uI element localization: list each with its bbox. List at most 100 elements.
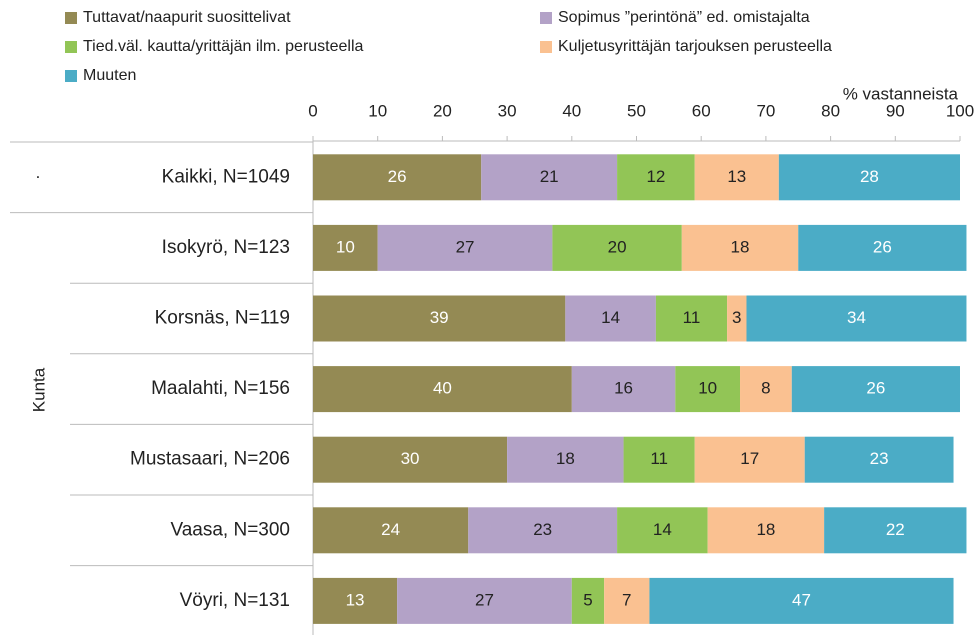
value-label: 17 — [740, 449, 759, 468]
category-label: Vöyri, N=131 — [180, 590, 290, 611]
bar-segment — [313, 154, 482, 201]
bar-segment — [565, 295, 656, 342]
value-label: 16 — [614, 379, 633, 398]
value-label: 18 — [756, 520, 775, 539]
value-label: 18 — [556, 449, 575, 468]
bar-segment — [694, 436, 805, 483]
bar-segment — [313, 366, 572, 413]
value-label: 14 — [653, 520, 672, 539]
bar-segment — [798, 224, 967, 271]
x-tick-label: 100 — [946, 101, 974, 120]
x-tick-label: 80 — [821, 101, 840, 120]
x-tick-label: 60 — [692, 101, 711, 120]
value-label: 5 — [583, 590, 592, 609]
bar-segment — [313, 577, 398, 624]
category-label: Kaikki, N=1049 — [162, 166, 290, 187]
value-label: 3 — [732, 308, 741, 327]
legend-label: Sopimus ”perintönä” ed. omistajalta — [558, 9, 810, 26]
category-label: Maalahti, N=156 — [151, 378, 290, 399]
bar-segment — [778, 154, 960, 201]
bar-segment — [571, 366, 676, 413]
bar-segment — [824, 507, 967, 554]
row-mark: · — [35, 166, 41, 185]
x-tick-label: 40 — [562, 101, 581, 120]
bar-segment — [617, 154, 695, 201]
bar-segment — [397, 577, 572, 624]
value-label: 27 — [475, 590, 494, 609]
category-label: Mustasaari, N=206 — [130, 449, 290, 470]
value-label: 39 — [430, 308, 449, 327]
value-label: 14 — [601, 308, 620, 327]
bar-segment — [617, 507, 708, 554]
x-tick-label: 90 — [886, 101, 905, 120]
bar-segment — [804, 436, 954, 483]
bar-segment — [377, 224, 553, 271]
bar-segment — [313, 295, 566, 342]
value-label: 47 — [792, 590, 811, 609]
bar-segment — [604, 577, 650, 624]
bar-segment — [313, 436, 508, 483]
bar-segment — [313, 224, 378, 271]
bar-segment — [727, 295, 747, 342]
value-label: 12 — [646, 167, 665, 186]
category-label: Vaasa, N=300 — [170, 519, 290, 540]
legend-swatch — [540, 12, 552, 24]
value-label: 26 — [866, 379, 885, 398]
x-tick-label: 30 — [498, 101, 517, 120]
value-label: 26 — [388, 167, 407, 186]
x-tick-label: 10 — [368, 101, 387, 120]
legend-label: Tuttavat/naapurit suosittelivat — [83, 9, 291, 26]
value-label: 24 — [381, 520, 400, 539]
bar-segment — [468, 507, 618, 554]
value-label: 11 — [683, 308, 701, 327]
value-label: 40 — [433, 379, 452, 398]
x-tick-label: 20 — [433, 101, 452, 120]
legend-label: Tied.väl. kautta/yrittäjän ilm. perustee… — [83, 38, 364, 55]
bar-segment — [649, 577, 954, 624]
category-label: Korsnäs, N=119 — [155, 308, 290, 329]
legend-label: Kuljetusyrittäjän tarjouksen perusteella — [558, 38, 832, 55]
bar-segment — [481, 154, 618, 201]
bar-segment — [623, 436, 695, 483]
value-label: 13 — [727, 167, 746, 186]
value-label: 11 — [650, 449, 668, 468]
value-label: 21 — [540, 167, 559, 186]
x-tick-label: 70 — [756, 101, 775, 120]
bar-segment — [694, 154, 779, 201]
x-tick-label: 0 — [308, 101, 317, 120]
x-tick-label: 50 — [627, 101, 646, 120]
value-label: 10 — [336, 237, 355, 256]
bar-segment — [552, 224, 682, 271]
category-label: Isokyrö, N=123 — [162, 237, 290, 258]
value-label: 13 — [346, 590, 365, 609]
bar-segment — [507, 436, 624, 483]
bar-segment — [655, 295, 728, 342]
bar-segment — [791, 366, 960, 413]
bar-segment — [675, 366, 741, 413]
legend-label: Muuten — [83, 67, 136, 84]
value-label: 30 — [401, 449, 420, 468]
bar-segment — [571, 577, 605, 624]
value-label: 27 — [456, 237, 475, 256]
value-label: 10 — [698, 379, 717, 398]
group-label: Kunta — [29, 367, 48, 412]
value-label: 26 — [873, 237, 892, 256]
bar-segment — [681, 224, 799, 271]
value-label: 23 — [870, 449, 889, 468]
value-label: 20 — [608, 237, 627, 256]
value-label: 34 — [847, 308, 866, 327]
legend-swatch — [540, 41, 552, 53]
value-label: 22 — [886, 520, 905, 539]
value-label: 23 — [533, 520, 552, 539]
value-label: 18 — [731, 237, 750, 256]
bar-segment — [746, 295, 967, 342]
legend-swatch — [65, 70, 77, 82]
legend-swatch — [65, 41, 77, 53]
bar-segment — [740, 366, 792, 413]
bar-segment — [313, 507, 469, 554]
x-axis-label: % vastanneista — [843, 84, 959, 103]
value-label: 7 — [622, 590, 631, 609]
legend-swatch — [65, 12, 77, 24]
value-label: 28 — [860, 167, 879, 186]
